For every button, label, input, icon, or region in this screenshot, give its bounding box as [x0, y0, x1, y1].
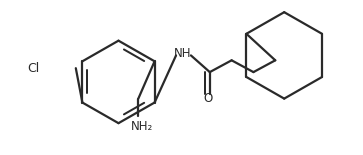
Text: NH₂: NH₂ — [131, 120, 154, 133]
Text: O: O — [203, 92, 212, 105]
Text: NH: NH — [174, 47, 192, 60]
Text: Cl: Cl — [27, 62, 39, 75]
